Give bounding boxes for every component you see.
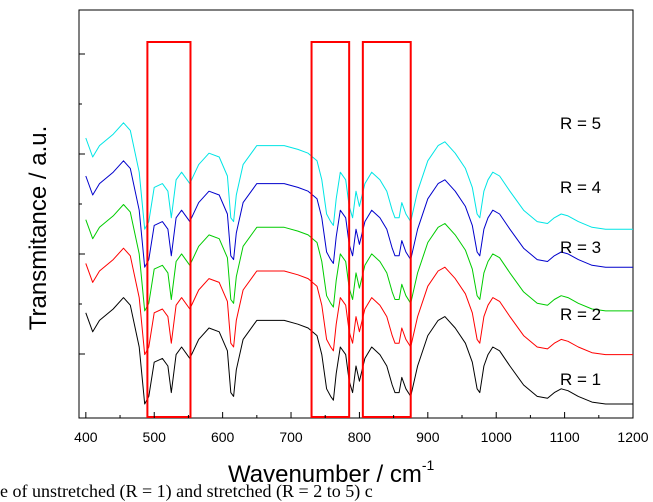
highlight-box-1 (146, 41, 192, 418)
y-axis-title: Transmitance / a.u. (25, 126, 52, 331)
x-tick-label-800: 800 (348, 429, 372, 445)
spectra-series (85, 122, 633, 405)
series-label-r3: R = 3 (560, 238, 601, 257)
x-axis-title: Wavenumber / cm-1 (228, 457, 434, 488)
x-tick-label-600: 600 (211, 429, 235, 445)
series-line-1 (85, 297, 633, 405)
series-label-r4: R = 4 (560, 178, 601, 197)
series-line-4 (85, 160, 633, 268)
x-tick-label-500: 500 (143, 429, 167, 445)
series-line-5 (85, 122, 633, 230)
series-label-r2: R = 2 (560, 305, 601, 324)
x-tick-label-400: 400 (74, 429, 98, 445)
x-tick-label-900: 900 (416, 429, 440, 445)
y-axis (79, 53, 85, 355)
x-tick-label-1100: 1100 (550, 429, 580, 445)
x-tick-label-1000: 1000 (481, 429, 512, 445)
figure-caption: e of unstretched (R = 1) and stretched (… (0, 481, 373, 501)
x-axis-title-text: Wavenumber / cm (228, 461, 422, 488)
highlight-boxes (146, 41, 412, 418)
x-axis: 400 500 600 700 800 900 1000 1100 1200 (74, 412, 649, 445)
x-axis-title-superscript: -1 (422, 457, 435, 473)
highlight-box-3 (361, 41, 412, 418)
x-tick-label-700: 700 (279, 429, 303, 445)
highlight-box-2 (310, 41, 351, 418)
x-tick-label-1200: 1200 (617, 429, 648, 445)
series-line-2 (85, 247, 633, 356)
plot-area (78, 9, 634, 419)
plot-frame (78, 9, 634, 419)
series-label-r1: R = 1 (560, 370, 601, 389)
series-label-r5: R = 5 (560, 114, 601, 133)
series-line-3 (85, 204, 633, 312)
